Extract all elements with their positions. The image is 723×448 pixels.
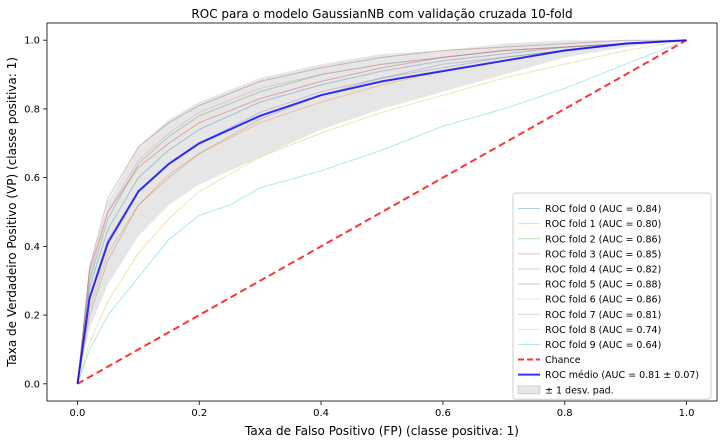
- y-tick-label: 0.4: [24, 242, 40, 253]
- legend-label: ROC fold 4 (AUC = 0.82): [545, 264, 661, 275]
- legend-label: ROC fold 5 (AUC = 0.88): [545, 280, 661, 291]
- x-tick-label: 0.6: [435, 408, 451, 419]
- std-band: [77, 40, 687, 384]
- y-tick-label: 0.2: [24, 311, 40, 322]
- legend-label: ROC fold 9 (AUC = 0.64): [545, 340, 661, 351]
- x-tick-label: 0.0: [70, 408, 86, 419]
- roc-fold-2-line: [77, 39, 687, 384]
- mean-roc-line: [76, 39, 687, 384]
- x-tick-label: 0.2: [191, 408, 207, 419]
- legend-swatch-band: [517, 385, 541, 395]
- x-axis-label: Taxa de Falso Positivo (FP) (classe posi…: [244, 424, 519, 438]
- legend-label: ± 1 desv. pad.: [545, 385, 614, 396]
- legend-label: ROC fold 2 (AUC = 0.86): [545, 234, 661, 245]
- roc-fold-9-line: [77, 39, 687, 384]
- legend-label: ROC fold 1 (AUC = 0.80): [545, 219, 661, 230]
- legend-label: ROC médio (AUC = 0.81 ± 0.07): [545, 370, 699, 381]
- legend-label: ROC fold 8 (AUC = 0.74): [545, 325, 661, 336]
- legend-label: ROC fold 3 (AUC = 0.85): [545, 249, 661, 260]
- legend-label: ROC fold 0 (AUC = 0.84): [545, 204, 661, 215]
- x-axis: 0.0 0.2 0.4 0.6 0.8 1.0: [70, 401, 695, 419]
- chart-title: ROC para o modelo GaussianNB com validaç…: [191, 7, 572, 21]
- roc-fold-0-line: [77, 39, 687, 384]
- roc-fold-8-line: [77, 39, 687, 384]
- legend-label: ROC fold 6 (AUC = 0.86): [545, 295, 661, 306]
- roc-fold-3-line: [77, 39, 687, 384]
- y-axis: 0.0 0.2 0.4 0.6 0.8 1.0: [24, 36, 47, 390]
- roc-fold-6-line: [77, 39, 687, 384]
- x-tick-label: 0.4: [313, 408, 329, 419]
- y-tick-label: 0.6: [24, 173, 40, 184]
- y-axis-label: Taxa de Verdadeiro Positivo (VP) (classe…: [5, 57, 19, 368]
- legend-box: [512, 192, 712, 400]
- chance-line: [76, 39, 688, 385]
- legend-label: ROC fold 7 (AUC = 0.81): [545, 310, 661, 321]
- y-tick-label: 0.8: [24, 104, 40, 115]
- y-tick-label: 1.0: [24, 36, 40, 47]
- y-tick-label: 0.0: [24, 379, 40, 390]
- plot-area: [76, 39, 688, 385]
- roc-fold-5-line: [77, 39, 687, 384]
- x-tick-label: 0.8: [557, 408, 573, 419]
- plot-frame: [46, 22, 718, 402]
- legend-label: Chance: [545, 355, 581, 366]
- x-tick-label: 1.0: [679, 408, 695, 419]
- legend: ROC fold 0 (AUC = 0.84) ROC fold 1 (AUC =…: [512, 192, 712, 400]
